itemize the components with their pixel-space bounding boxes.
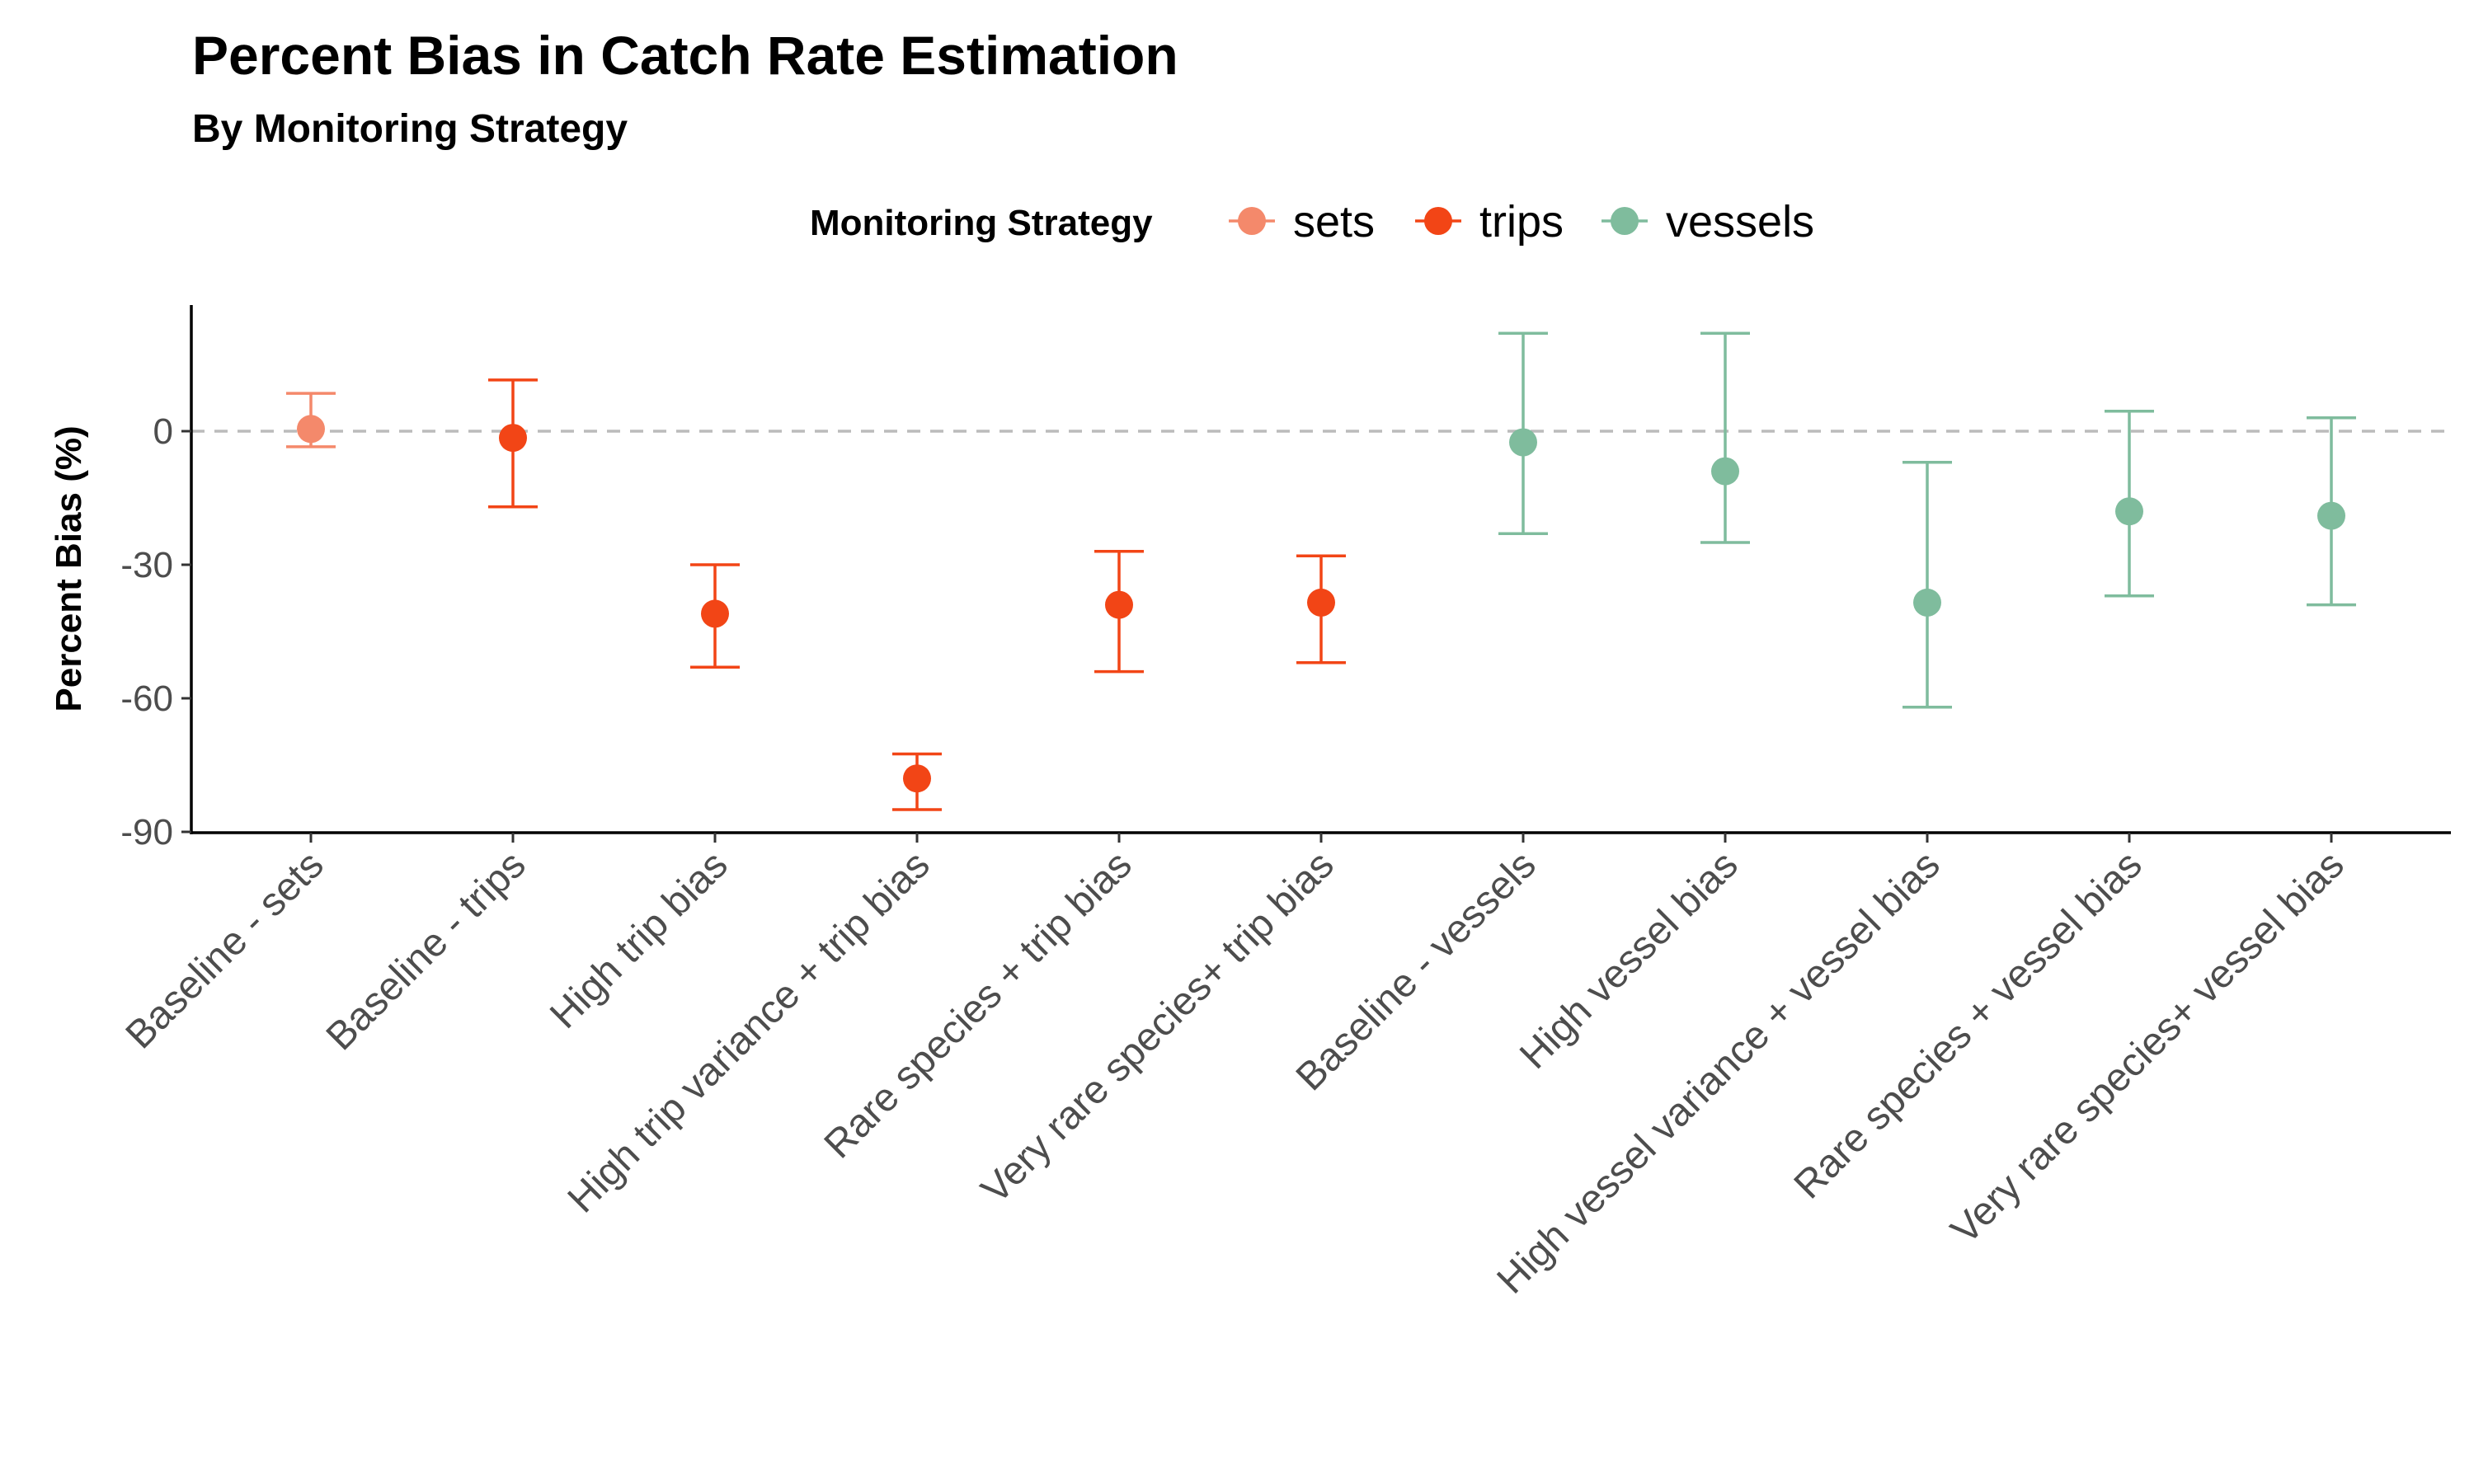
chart-title: Percent Bias in Catch Rate Estimation bbox=[192, 25, 1178, 86]
data-point bbox=[1105, 590, 1133, 619]
data-point-group-sets bbox=[286, 392, 336, 448]
data-point bbox=[1913, 588, 1941, 617]
data-point-group-vessels bbox=[2105, 409, 2154, 598]
legend-label-vessels: vessels bbox=[1666, 197, 1814, 247]
data-point-group-trips bbox=[488, 378, 538, 509]
x-tick-label: Baseline - sets bbox=[118, 843, 332, 1057]
legend-label-sets: sets bbox=[1293, 197, 1375, 247]
y-tick-label: 0 bbox=[153, 411, 173, 452]
legend-entry-vessels: vessels bbox=[1602, 197, 1814, 247]
x-tick-label: Baseline - trips bbox=[318, 843, 534, 1059]
legend-title: Monitoring Strategy bbox=[810, 203, 1153, 243]
y-axis-label: Percent Bias (%) bbox=[49, 425, 89, 711]
chart-subtitle: By Monitoring Strategy bbox=[192, 107, 628, 151]
series-layer bbox=[286, 331, 2356, 811]
data-point-group-trips bbox=[690, 563, 740, 669]
data-point-group-vessels bbox=[1498, 331, 1548, 535]
x-tick-label: High vessel bias bbox=[1512, 843, 1747, 1078]
y-tick-label: -90 bbox=[120, 812, 173, 852]
data-point bbox=[903, 764, 931, 793]
data-point bbox=[701, 599, 729, 628]
data-point-group-vessels bbox=[1700, 331, 1750, 544]
legend-label-trips: trips bbox=[1479, 197, 1564, 247]
x-tick-label: High trip variance + trip bias bbox=[560, 843, 938, 1221]
legend-entries: sets trips vessels bbox=[1229, 197, 1814, 247]
x-tick-label: Very rare species+ trip bias bbox=[973, 843, 1343, 1212]
y-tick-label: -30 bbox=[120, 545, 173, 585]
y-ticks: 0 -30 -60 -90 bbox=[120, 411, 191, 852]
data-point bbox=[297, 415, 325, 444]
data-point bbox=[2115, 497, 2143, 526]
data-point bbox=[1307, 588, 1335, 617]
legend-key-marker bbox=[1424, 207, 1452, 235]
x-tick-label: High vessel variance + vessel bias bbox=[1489, 843, 1949, 1302]
legend-entry-sets: sets bbox=[1229, 197, 1375, 247]
x-tick-label: High trip bias bbox=[542, 843, 736, 1037]
legend-entry-trips: trips bbox=[1415, 197, 1564, 247]
data-point bbox=[1509, 428, 1537, 457]
x-tick-label: Very rare species+ vessel bias bbox=[1943, 843, 2353, 1252]
y-tick-label: -60 bbox=[120, 679, 173, 719]
data-point-group-trips bbox=[892, 752, 942, 811]
data-point-group-trips bbox=[1094, 550, 1144, 674]
data-point-group-vessels bbox=[1903, 461, 1952, 709]
legend-key-marker bbox=[1238, 207, 1266, 235]
data-point-group-vessels bbox=[2307, 416, 2356, 607]
data-point-group-trips bbox=[1296, 554, 1346, 665]
data-point bbox=[1711, 457, 1739, 486]
data-point bbox=[499, 424, 527, 453]
legend: Monitoring Strategy sets trips vessels bbox=[810, 197, 1814, 247]
legend-key-marker bbox=[1611, 207, 1639, 235]
data-point bbox=[2317, 501, 2345, 530]
x-tick-label: Rare species + vessel bias bbox=[1786, 843, 2151, 1207]
